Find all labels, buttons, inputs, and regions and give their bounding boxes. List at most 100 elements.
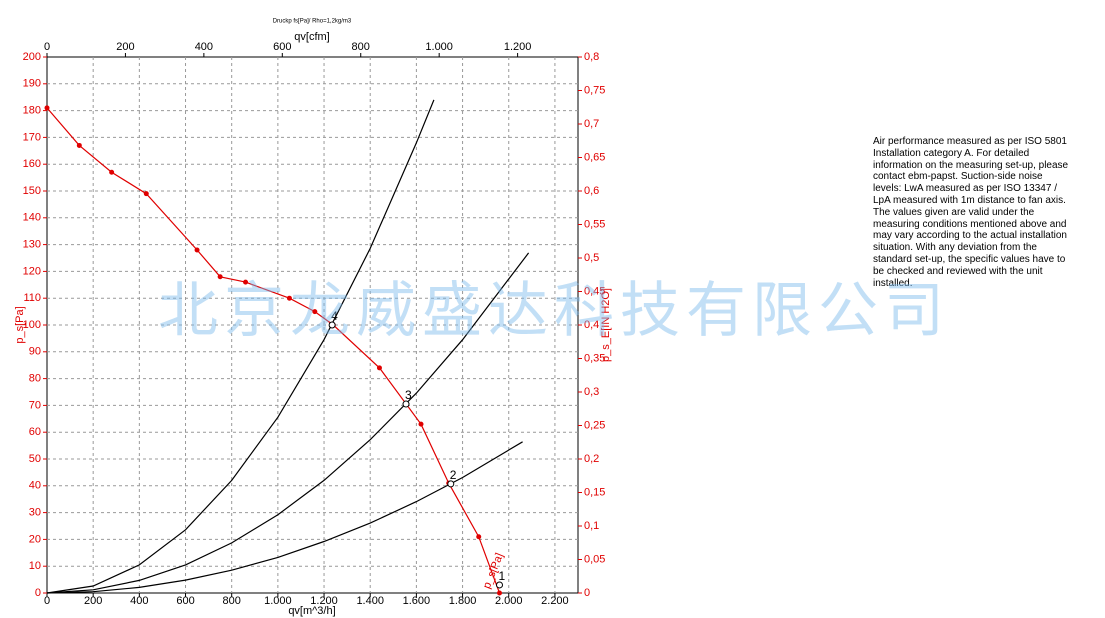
point — [76, 142, 82, 148]
point — [44, 105, 50, 111]
x-tick-label: 200 — [84, 595, 102, 607]
y2-tick-label: 0,6 — [584, 185, 599, 197]
y-axis-label: p_s[Pa] — [14, 306, 26, 343]
note-line: information on the measuring set-up, ple… — [873, 159, 1069, 171]
note-line: measuring conditions mentioned above and — [873, 218, 1067, 230]
point — [243, 279, 249, 285]
y-tick-label: 60 — [29, 426, 41, 438]
point — [418, 421, 424, 427]
x-tick-label: 2.000 — [495, 595, 523, 607]
x-tick-label: 1.600 — [403, 595, 431, 607]
x-tick-label: 0 — [44, 595, 50, 607]
y2-tick-label: 0,4 — [584, 319, 599, 331]
y-tick-label: 40 — [29, 480, 41, 492]
y2-tick-label: 0,05 — [584, 553, 605, 565]
y-tick-label: 10 — [29, 560, 41, 572]
x-tick-label: 400 — [130, 595, 148, 607]
y2-axis-label: p_s_E[IN H2O] — [600, 288, 612, 362]
point — [312, 309, 318, 315]
y2-tick-label: 0,65 — [584, 151, 605, 163]
series-line — [46, 99, 435, 594]
y-tick-label: 120 — [23, 265, 41, 277]
point — [143, 191, 149, 197]
x2-tick-label: 0 — [44, 41, 50, 53]
x2-tick-label: 600 — [273, 41, 291, 53]
y-tick-label: 170 — [23, 131, 41, 143]
y-tick-label: 150 — [23, 185, 41, 197]
note-line: LpA measured with 1m distance to fan axi… — [873, 194, 1066, 206]
operating-point-label: 1 — [499, 569, 506, 583]
y2-tick-label: 0,3 — [584, 386, 599, 398]
operating-point — [496, 581, 504, 589]
y2-tick-label: 0,5 — [584, 252, 599, 264]
y-tick-label: 200 — [23, 51, 41, 63]
point — [194, 247, 200, 253]
operating-point — [328, 321, 336, 329]
x2-tick-label: 1.200 — [504, 41, 532, 53]
note-line: be checked and reviewed with the unit — [873, 265, 1043, 277]
y2-tick-label: 0,25 — [584, 419, 605, 431]
series-line — [46, 441, 523, 594]
x-tick-label: 1.000 — [264, 595, 292, 607]
note-line: contact ebm-papst. Suction-side noise — [873, 171, 1043, 183]
y2-tick-label: 0,75 — [584, 84, 605, 96]
x-tick-label: 2.200 — [541, 595, 569, 607]
point — [286, 295, 292, 301]
y-tick-label: 140 — [23, 212, 41, 224]
x2-tick-label: 400 — [195, 41, 213, 53]
x2-axis-label: qv[cfm] — [294, 31, 329, 43]
operating-point-label: 2 — [450, 468, 457, 482]
series-line — [46, 252, 530, 594]
y-tick-label: 30 — [29, 507, 41, 519]
y-tick-label: 100 — [23, 319, 41, 331]
y-tick-label: 0 — [35, 587, 41, 599]
x2-tick-label: 1.000 — [425, 41, 453, 53]
note-line: Installation category A. For detailed — [873, 147, 1030, 159]
y-tick-label: 80 — [29, 373, 41, 385]
x2-tick-label: 200 — [116, 41, 134, 53]
point — [497, 590, 503, 596]
note-line: standard set-up, the specific values hav… — [873, 253, 1066, 265]
watermark: 北京龙威盛达科技有限公司 — [158, 276, 950, 346]
y-tick-label: 190 — [23, 78, 41, 90]
x-tick-label: 600 — [176, 595, 194, 607]
x-axis-label: qv[m^3/h] — [288, 605, 335, 617]
series-line — [46, 107, 501, 594]
x-tick-label: 1.800 — [449, 595, 477, 607]
y2-tick-label: 0,45 — [584, 285, 605, 297]
y2-tick-label: 0 — [584, 587, 590, 599]
chart-title: Druckp fs[Pa]/ Rho=1,2kg/m3 — [273, 19, 352, 25]
y-tick-label: 50 — [29, 453, 41, 465]
y-tick-label: 180 — [23, 105, 41, 117]
x-tick-label: 800 — [223, 595, 241, 607]
y-tick-label: 110 — [23, 292, 41, 304]
x2-tick-label: 800 — [352, 41, 370, 53]
operating-point-label: 4 — [331, 309, 338, 323]
operating-point — [447, 480, 455, 488]
x-tick-label: 1.200 — [310, 595, 338, 607]
y-tick-label: 90 — [29, 346, 41, 358]
point — [476, 534, 482, 540]
operating-point — [402, 400, 410, 408]
y-tick-label: 160 — [23, 158, 41, 170]
y-tick-label: 70 — [29, 399, 41, 411]
x-tick-label: 1.400 — [356, 595, 384, 607]
point — [109, 169, 115, 175]
note-line: levels: LwA measured as per ISO 13347 / — [873, 183, 1057, 195]
y2-tick-label: 0,7 — [584, 118, 599, 130]
operating-point-label: 3 — [405, 388, 412, 402]
y2-tick-label: 0,15 — [584, 486, 605, 498]
y2-tick-label: 0,35 — [584, 352, 605, 364]
y-tick-label: 130 — [23, 239, 41, 251]
y2-tick-label: 0,2 — [584, 453, 599, 465]
note-line: may vary according to the actual install… — [873, 230, 1067, 242]
note-line: Air performance measured as per ISO 5801 — [873, 136, 1067, 147]
y2-tick-label: 0,55 — [584, 218, 605, 230]
note-line: installed. — [873, 277, 913, 289]
note-line: situation. With any deviation from the — [873, 242, 1037, 254]
point — [217, 274, 223, 280]
y-tick-label: 20 — [29, 533, 41, 545]
note-line: The values given are valid under the — [873, 206, 1035, 218]
